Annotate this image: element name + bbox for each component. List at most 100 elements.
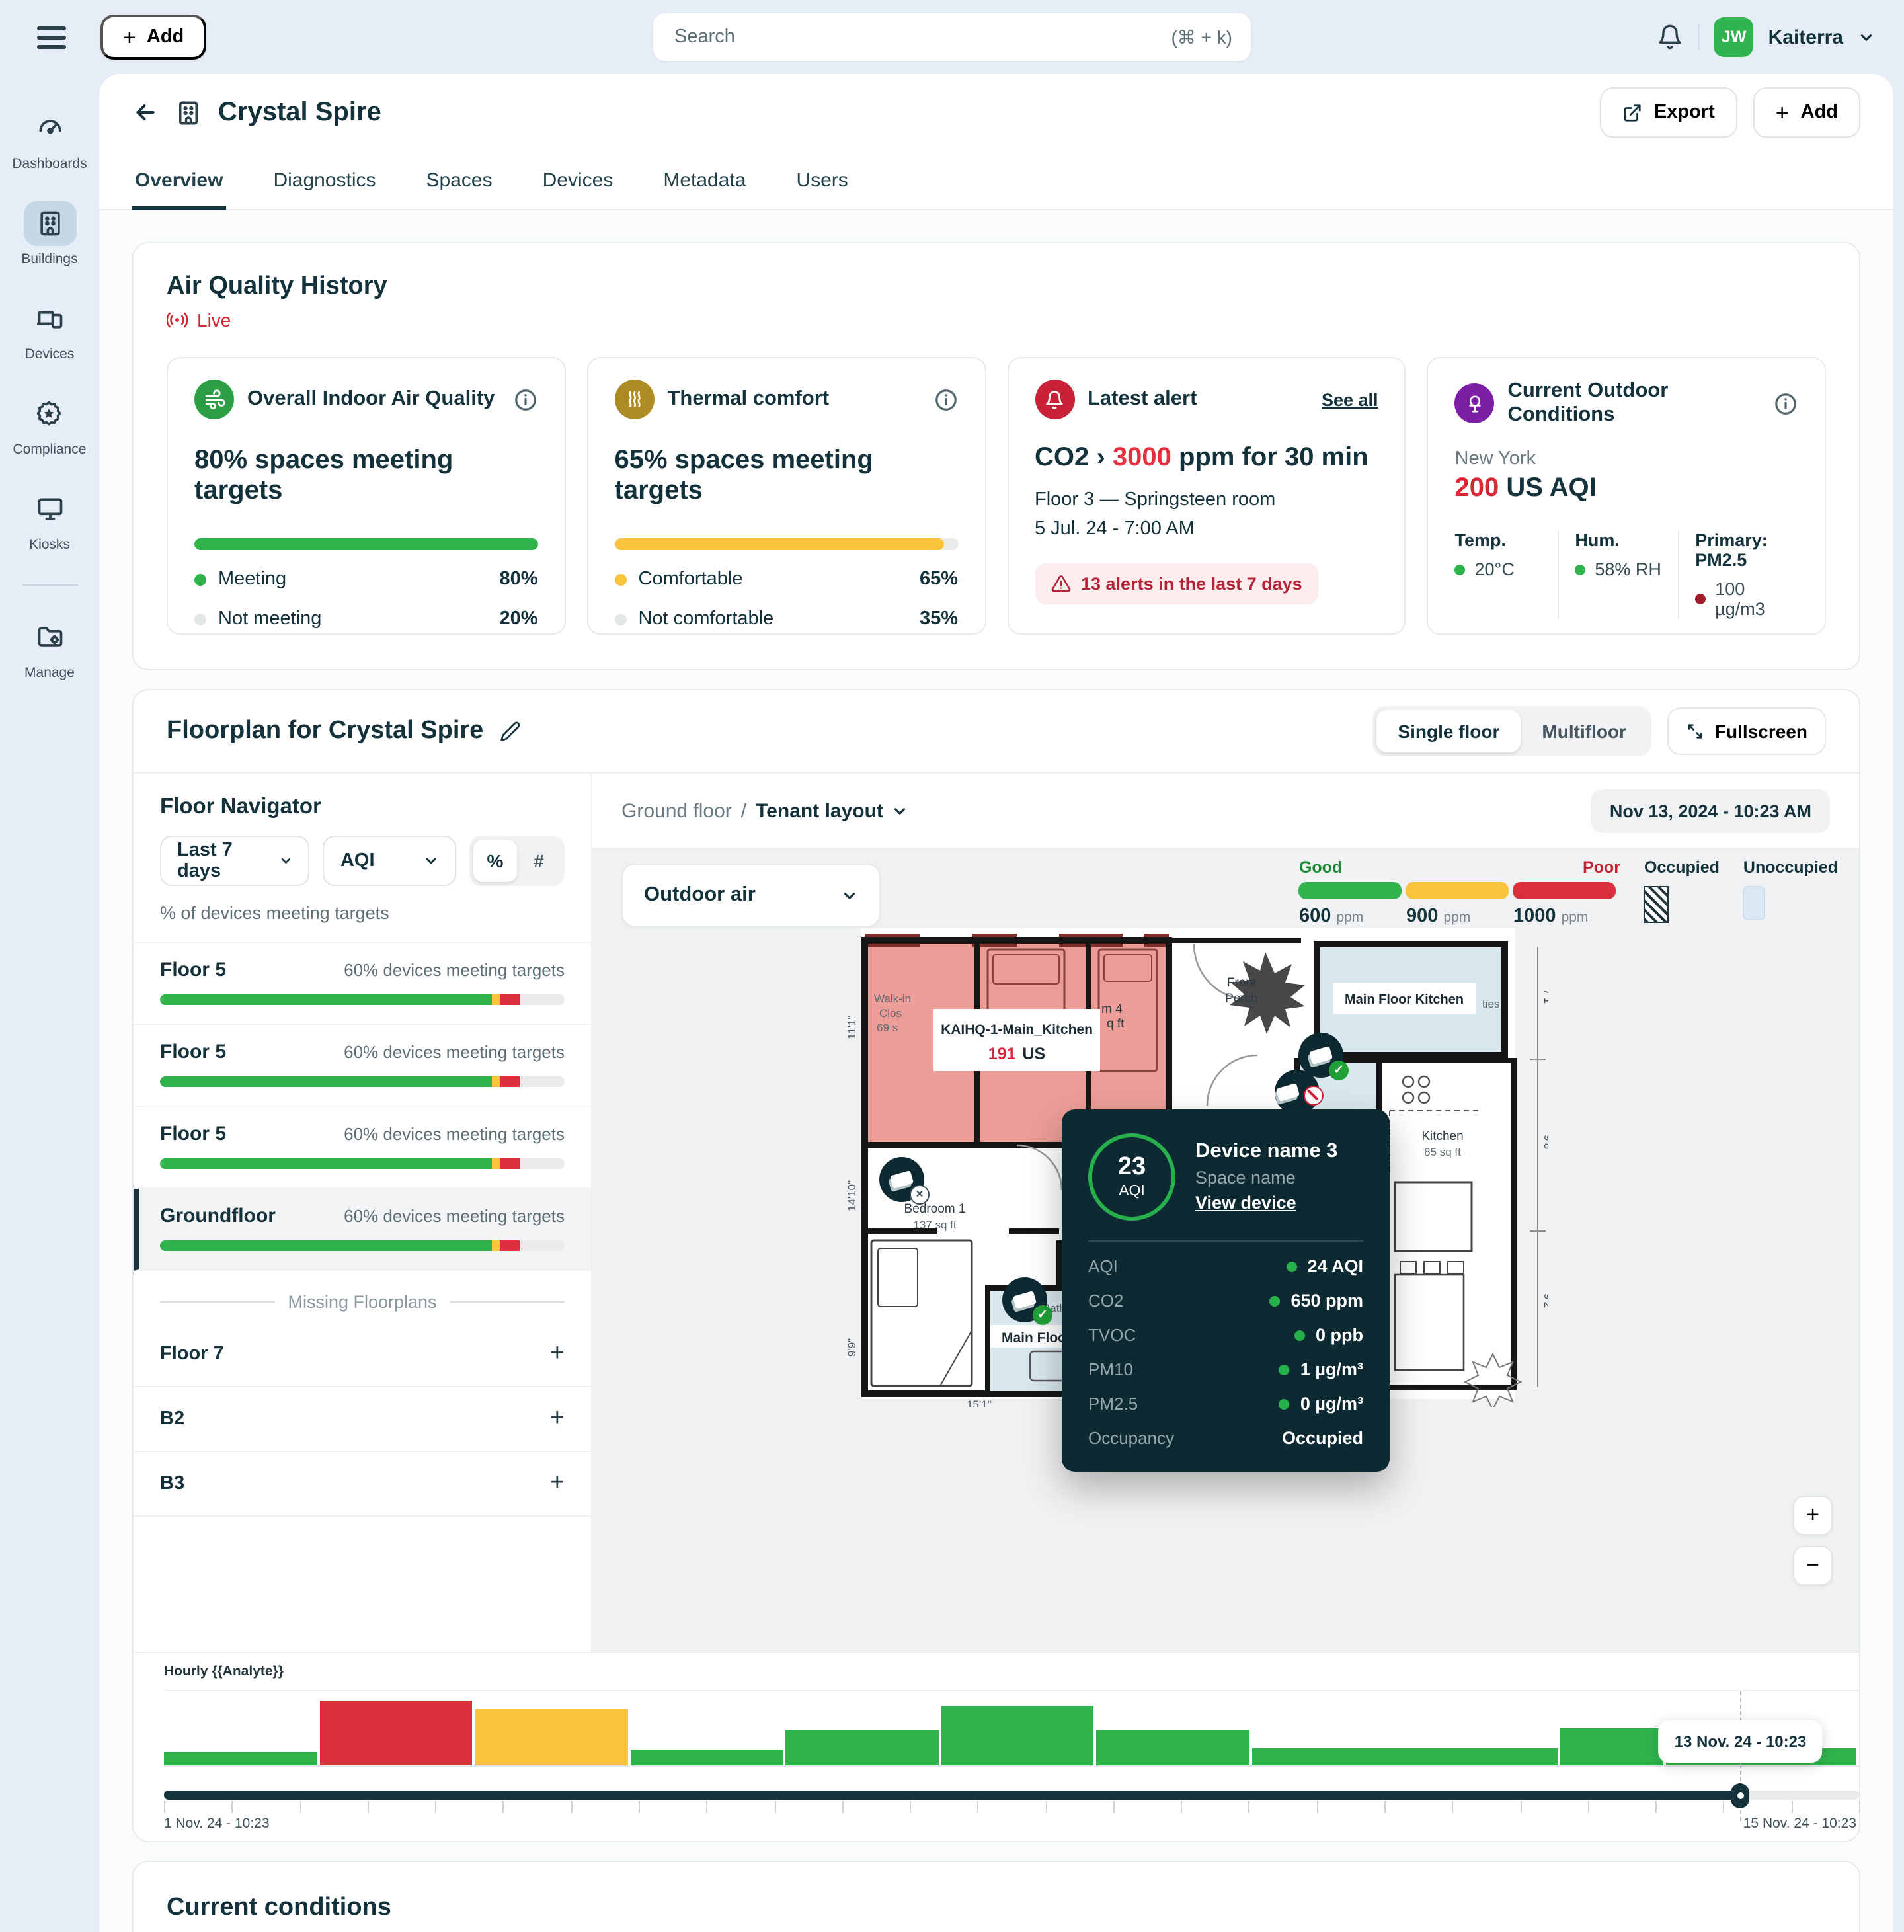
fullscreen-button[interactable]: Fullscreen xyxy=(1667,707,1826,755)
user-name[interactable]: Kaiterra xyxy=(1768,26,1843,48)
hourly-history: Hourly {{Analyte}} 13 Nov. 24 - 10:23 1 … xyxy=(134,1652,1860,1841)
sidebar-item-buildings[interactable]: Buildings xyxy=(21,201,78,267)
single-floor-toggle[interactable]: Single floor xyxy=(1376,710,1521,752)
sidebar-item-devices[interactable]: Devices xyxy=(23,296,76,362)
current-conditions-section: Current conditions xyxy=(132,1861,1860,1932)
multifloor-toggle[interactable]: Multifloor xyxy=(1542,721,1626,742)
axis-tick xyxy=(231,1801,233,1813)
plus-icon[interactable]: + xyxy=(549,1340,565,1367)
count-toggle[interactable]: # xyxy=(534,850,544,871)
tab-spaces[interactable]: Spaces xyxy=(426,169,493,192)
edit-pencil-icon[interactable] xyxy=(499,721,520,742)
card-title: Thermal comfort xyxy=(667,387,830,410)
zoom-out-button[interactable]: − xyxy=(1793,1546,1833,1586)
iaq-card: Overall Indoor Air Quality 80% spaces me… xyxy=(167,357,566,635)
breadcrumb-floor[interactable]: Ground floor xyxy=(621,799,732,822)
folder-gear-icon xyxy=(23,615,76,660)
search-input[interactable] xyxy=(672,25,1171,49)
page-title: Crystal Spire xyxy=(218,97,381,126)
metric-select[interactable]: AQI xyxy=(323,836,456,886)
svg-text:ties: ties xyxy=(1482,998,1499,1010)
axis-tick xyxy=(977,1801,979,1813)
global-add-button[interactable]: + Add xyxy=(100,15,207,60)
legend-poor-label: Poor xyxy=(1583,858,1620,877)
metric-humidity: Hum. 58% RH xyxy=(1558,530,1678,619)
see-all-link[interactable]: See all xyxy=(1321,389,1378,409)
percent-toggle[interactable]: % xyxy=(473,840,517,882)
floorplan-breadcrumb: Ground floor / Tenant layout Nov 13, 202… xyxy=(592,774,1859,848)
missing-floor-row[interactable]: B3 + xyxy=(134,1452,591,1517)
legend-green-bar xyxy=(1298,882,1402,899)
back-arrow-icon[interactable] xyxy=(132,99,159,126)
search-shortcut: (⌘ + k) xyxy=(1171,26,1232,47)
sidebar-item-kiosks[interactable]: Kiosks xyxy=(23,487,76,553)
progress-bar xyxy=(614,538,958,550)
add-button[interactable]: + Add xyxy=(1753,87,1860,138)
air-monitor-icon xyxy=(889,1170,914,1189)
sidebar-item-manage[interactable]: Manage xyxy=(23,615,76,681)
tab-diagnostics[interactable]: Diagnostics xyxy=(273,169,376,192)
axis-tick xyxy=(1316,1801,1318,1813)
card-title: Overall Indoor Air Quality xyxy=(247,387,495,410)
popup-metric-row: CO2 650 ppm xyxy=(1088,1291,1363,1310)
axis-tick xyxy=(774,1801,776,1813)
device-marker-blocked[interactable] xyxy=(1275,1070,1323,1115)
device-marker-ok[interactable]: ✓ xyxy=(1002,1277,1052,1325)
hamburger-menu-icon[interactable] xyxy=(37,26,66,48)
time-slider[interactable] xyxy=(164,1783,1859,1808)
floor-navigator: Floor Navigator Last 7 days AQI xyxy=(134,774,592,1652)
dark-red-dot xyxy=(1695,594,1706,604)
export-button[interactable]: Export xyxy=(1599,87,1737,138)
space-label: KAIHQ-1-Main_Kitchen xyxy=(941,1022,1093,1037)
space-label: Main Floor Kitchen xyxy=(1345,992,1464,1007)
plus-icon[interactable]: + xyxy=(549,1469,565,1497)
floor-bar xyxy=(160,1158,565,1169)
latest-alert-card: Latest alert See all CO2 › 3000 ppm for … xyxy=(1007,357,1406,635)
chevron-down-icon[interactable] xyxy=(891,802,908,819)
building-icon xyxy=(175,99,202,126)
info-icon[interactable] xyxy=(513,387,538,412)
missing-floor-row[interactable]: Floor 7 + xyxy=(134,1322,591,1387)
tab-metadata[interactable]: Metadata xyxy=(663,169,746,192)
room-label: Front xyxy=(1227,976,1257,990)
period-select[interactable]: Last 7 days xyxy=(160,836,310,886)
tab-users[interactable]: Users xyxy=(796,169,848,192)
tab-devices[interactable]: Devices xyxy=(542,169,614,192)
breadcrumb-layout[interactable]: Tenant layout xyxy=(756,799,883,822)
svg-text:9'2": 9'2" xyxy=(1542,1293,1548,1312)
main-panel: Crystal Spire Export + Add Overview Diag… xyxy=(99,74,1893,1932)
slider-handle[interactable] xyxy=(1731,1783,1750,1808)
air-monitor-icon xyxy=(1012,1290,1037,1310)
device-marker-ok[interactable]: ✓ xyxy=(1298,1033,1349,1080)
building-icon xyxy=(23,201,76,246)
sidebar-item-dashboards[interactable]: Dashboards xyxy=(12,106,87,172)
popup-metric-row: TVOC 0 ppb xyxy=(1088,1325,1363,1345)
axis-tick xyxy=(1384,1801,1386,1813)
alert-count-badge: 13 alerts in the last 7 days xyxy=(1035,563,1318,604)
floor-row[interactable]: Floor 5 60% devices meeting targets xyxy=(134,943,591,1025)
missing-floor-row[interactable]: B2 + xyxy=(134,1387,591,1452)
outdoor-air-select[interactable]: Outdoor air xyxy=(621,864,881,927)
sidebar-item-compliance[interactable]: Compliance xyxy=(13,391,86,458)
chevron-down-icon[interactable] xyxy=(1858,28,1875,46)
info-icon[interactable] xyxy=(933,387,958,412)
axis-tick xyxy=(164,1801,165,1813)
plus-icon[interactable]: + xyxy=(549,1404,565,1432)
divider xyxy=(1698,24,1700,50)
bell-icon[interactable] xyxy=(1657,24,1684,50)
info-icon[interactable] xyxy=(1773,391,1798,416)
floor-row-selected[interactable]: Groundfloor 60% devices meeting targets xyxy=(134,1189,591,1271)
popup-device-name: Device name 3 xyxy=(1195,1139,1338,1162)
floor-row[interactable]: Floor 5 60% devices meeting targets xyxy=(134,1107,591,1189)
avatar[interactable]: JW xyxy=(1714,17,1754,57)
outdoor-conditions-card: Current Outdoor Conditions New York 200 … xyxy=(1427,357,1826,635)
gray-dot xyxy=(194,613,206,625)
search-box[interactable]: (⌘ + k) xyxy=(653,13,1251,61)
tab-overview[interactable]: Overview xyxy=(132,151,226,210)
floorplan-canvas[interactable]: Outdoor air Good Poor xyxy=(592,848,1859,1652)
zoom-in-button[interactable]: + xyxy=(1793,1496,1833,1535)
floor-row[interactable]: Floor 5 60% devices meeting targets xyxy=(134,1025,591,1107)
device-marker-dismissed[interactable]: × xyxy=(879,1157,930,1205)
view-device-link[interactable]: View device xyxy=(1195,1192,1296,1212)
svg-text:15'1": 15'1" xyxy=(967,1398,992,1407)
